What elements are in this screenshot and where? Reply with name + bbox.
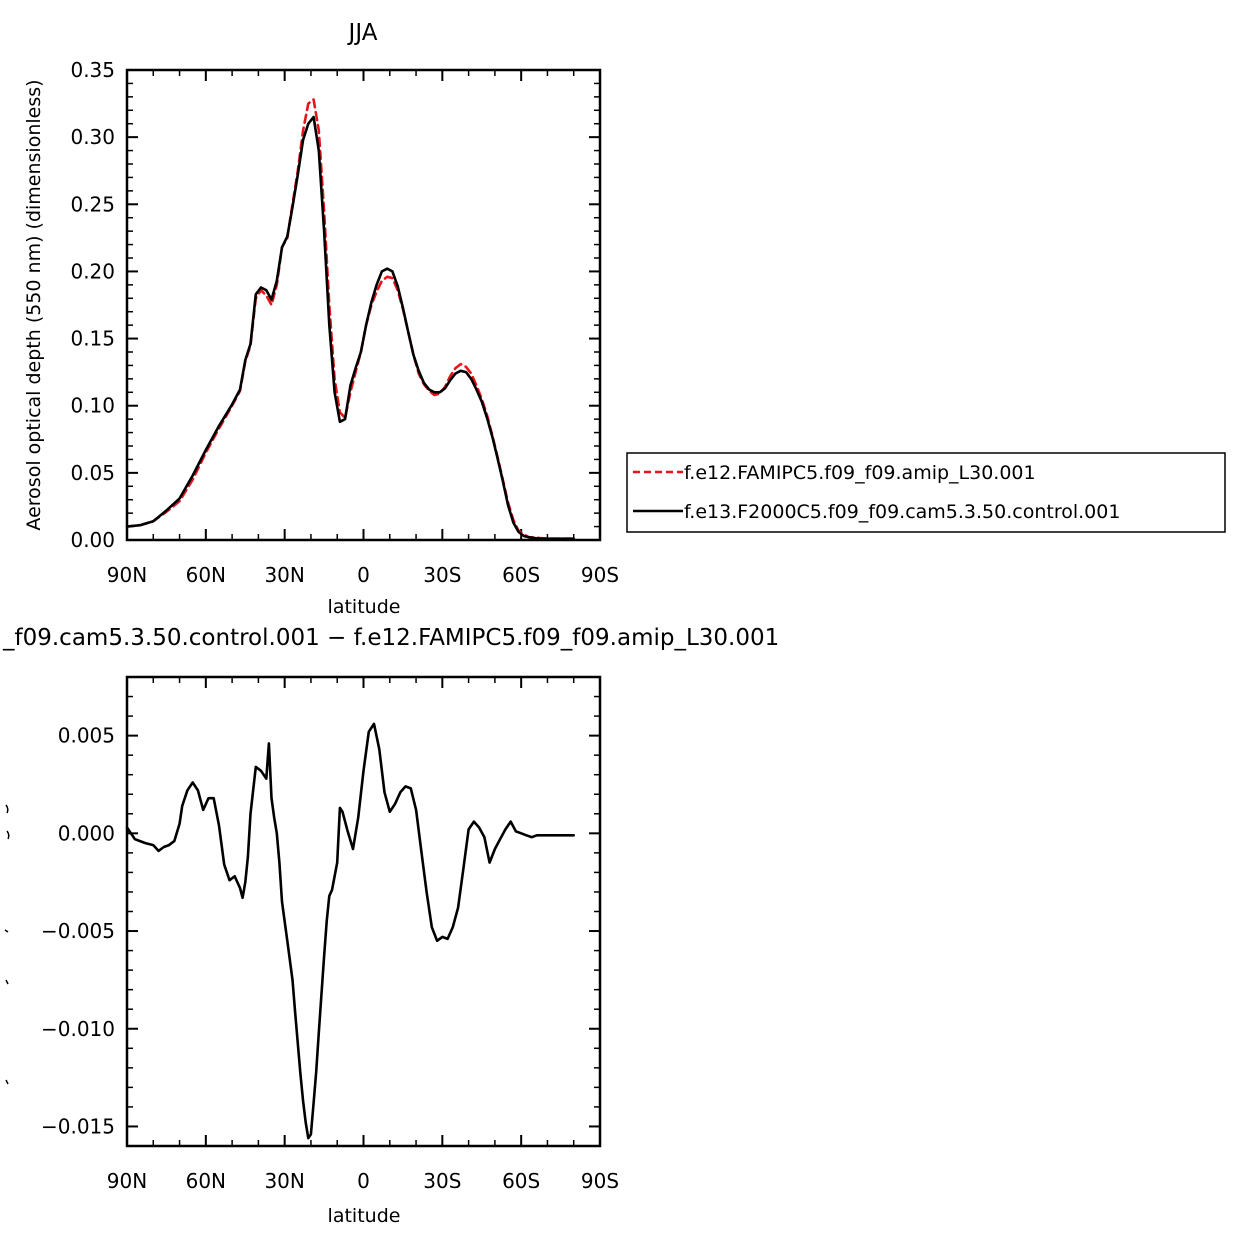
y-tick-label: 0.05: [70, 461, 115, 485]
x-tick-label: 60S: [502, 1169, 540, 1193]
y-tick-label: 0.005: [58, 724, 115, 748]
x-tick-label: 30S: [423, 563, 461, 587]
y-tick-label: 0.25: [70, 192, 115, 216]
y-axis-title: Aerosol optical depth (550 nm) (dimensio…: [23, 79, 45, 530]
y-tick-label: 0.00: [70, 528, 115, 552]
aod-panel: JJA 0.00 0.05 0.10 0.15 0.20 0.25 0.30 0.35 90N…: [23, 20, 619, 618]
plot-title: JJA: [347, 20, 378, 46]
x-tick-label: 0: [357, 1169, 370, 1193]
x-tick-label: 90N: [107, 563, 147, 587]
x-tick-label: 30N: [264, 1169, 304, 1193]
difference-panel: _f09.cam5.3.50.control.001 − f.e12.FAMIP…: [2, 625, 779, 1227]
x-tick-label: 60N: [186, 563, 226, 587]
x-tick-labels: 90N 60N 30N 0 30S 60S 90S: [107, 563, 619, 587]
y-tick-label: −0.015: [41, 1114, 115, 1138]
x-tick-label: 0: [357, 563, 370, 587]
y-tick-label: 0.35: [70, 58, 115, 82]
axis-ticks: [126, 676, 601, 1147]
x-axis-title: latitude: [328, 1205, 401, 1227]
x-tick-label: 30N: [264, 563, 304, 587]
y-tick-label: −0.005: [41, 919, 115, 943]
legend-label-control: f.e13.F2000C5.f09_f09.cam5.3.50.control.…: [684, 501, 1120, 523]
x-tick-label: 90N: [107, 1169, 147, 1193]
series-line-1: [125, 115, 576, 541]
legend-box: [626, 452, 1226, 533]
y-tick-label: 0.10: [70, 394, 115, 418]
x-tick-label: 90S: [581, 1169, 619, 1193]
y-tick-label: 0.20: [70, 259, 115, 283]
y-tick-label: −0.010: [41, 1017, 115, 1041]
legend-label-amip: f.e12.FAMIPC5.f09_f09.amip_L30.001: [684, 462, 1036, 484]
y-tick-label: 0.30: [70, 125, 115, 149]
series-lines: [125, 98, 576, 541]
series-lines: [125, 722, 576, 1140]
axis-ticks: [126, 69, 601, 541]
legend: f.e12.FAMIPC5.f09_f09.amip_L30.001 f.e13…: [626, 452, 1226, 533]
y-tick-labels: 0.00 0.05 0.10 0.15 0.20 0.25 0.30 0.35: [70, 58, 115, 552]
x-tick-label: 60N: [186, 1169, 226, 1193]
series-line-0: [125, 722, 576, 1140]
x-tick-label: 60S: [502, 563, 540, 587]
plot-frame: [125, 675, 602, 1148]
y-axis-title-fragment: [4, 804, 10, 1085]
x-tick-label: 90S: [581, 563, 619, 587]
y-tick-label: 0.15: [70, 327, 115, 351]
x-tick-labels: 90N 60N 30N 0 30S 60S 90S: [107, 1169, 619, 1193]
y-tick-label: 0.000: [58, 821, 115, 845]
y-tick-labels: 0.005 0.000 −0.005 −0.010 −0.015: [41, 724, 115, 1139]
x-axis-title: latitude: [328, 596, 401, 618]
x-tick-label: 30S: [423, 1169, 461, 1193]
plot-title: _f09.cam5.3.50.control.001 − f.e12.FAMIP…: [2, 625, 779, 651]
